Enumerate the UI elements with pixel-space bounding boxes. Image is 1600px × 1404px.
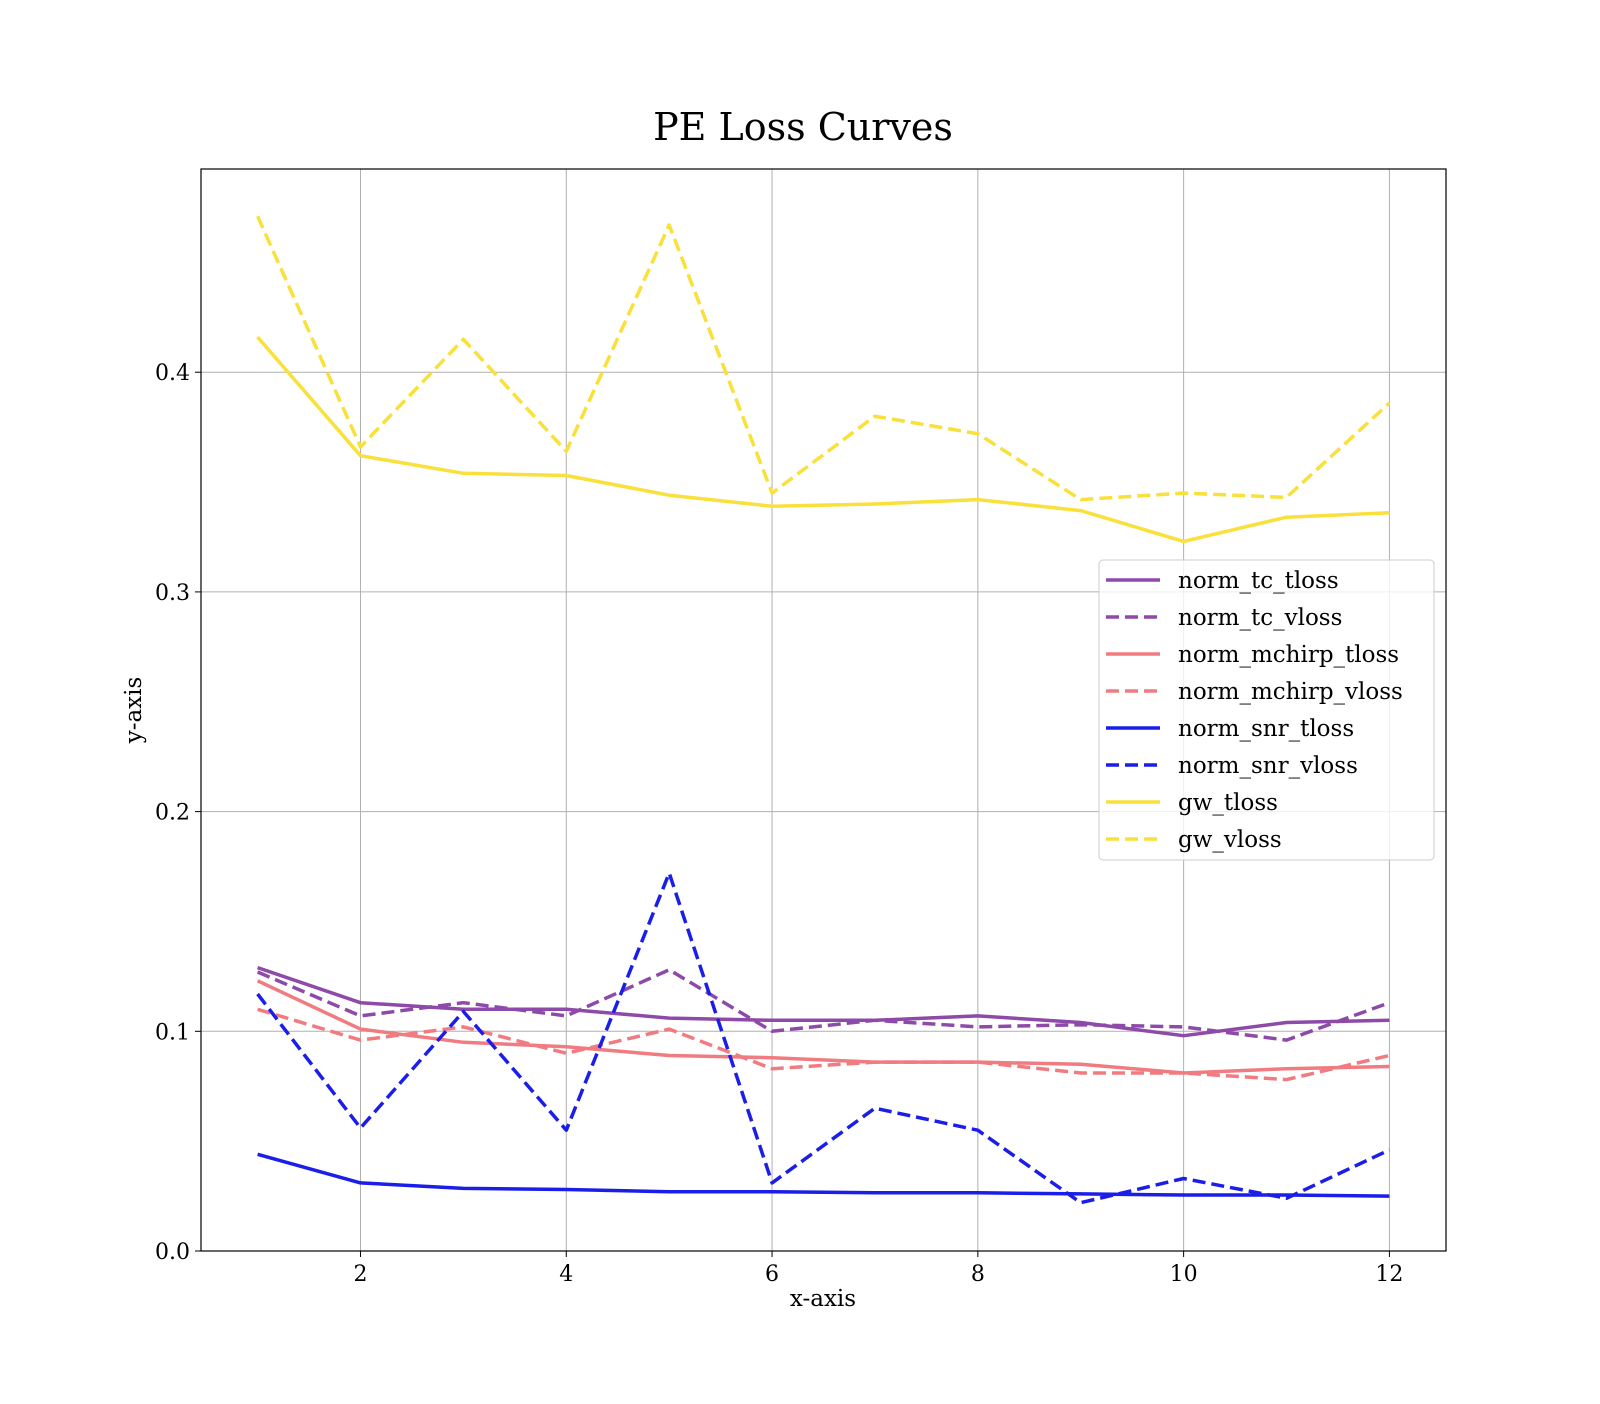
y-ticks: 0.0 0.1 0.2 0.3 0.4 bbox=[155, 361, 201, 1265]
x-tick-label: 4 bbox=[559, 1262, 573, 1287]
legend-label: norm_snr_tloss bbox=[1178, 716, 1354, 742]
legend-label: norm_mchirp_tloss bbox=[1178, 642, 1399, 668]
legend-label: norm_snr_vloss bbox=[1178, 753, 1358, 779]
x-tick-label: 6 bbox=[765, 1262, 779, 1287]
series-line-norm-tc-vloss bbox=[256, 968, 1390, 1042]
series-line-norm-snr-vloss bbox=[256, 871, 1391, 1205]
legend-label: norm_tc_tloss bbox=[1178, 568, 1339, 594]
y-axis-label: y-axis bbox=[121, 677, 147, 745]
axes-frame bbox=[200, 168, 1447, 1252]
x-axis-label: x-axis bbox=[790, 1286, 856, 1312]
series-lines bbox=[256, 215, 1391, 1205]
series-line-norm-mchirp-tloss bbox=[256, 979, 1390, 1075]
y-tick-label: 0.1 bbox=[155, 1020, 190, 1045]
x-tick-label: 8 bbox=[971, 1262, 985, 1287]
legend-label: gw_tloss bbox=[1178, 790, 1278, 816]
legend-label: gw_vloss bbox=[1178, 827, 1282, 853]
y-tick-label: 0.2 bbox=[155, 801, 190, 826]
y-tick-label: 0.4 bbox=[155, 361, 190, 386]
chart-title: PE Loss Curves bbox=[653, 105, 953, 149]
series-line-norm-tc-tloss bbox=[257, 965, 1390, 1038]
series-line-gw-vloss bbox=[256, 215, 1391, 502]
y-tick-label: 0.0 bbox=[155, 1240, 190, 1265]
x-tick-label: 10 bbox=[1170, 1262, 1198, 1287]
series-line-norm-mchirp-vloss bbox=[257, 1007, 1390, 1082]
legend: norm_tc_tloss norm_tc_vloss norm_mchirp_tl… bbox=[1098, 559, 1435, 861]
y-tick-label: 0.3 bbox=[155, 581, 190, 606]
legend-label: norm_mchirp_vloss bbox=[1178, 679, 1403, 705]
x-tick-label: 2 bbox=[353, 1262, 367, 1287]
series-line-norm-snr-tloss bbox=[257, 1152, 1390, 1198]
x-ticks: 2 4 6 8 10 12 bbox=[353, 1251, 1403, 1287]
x-tick-label: 12 bbox=[1375, 1262, 1403, 1287]
legend-label: norm_tc_vloss bbox=[1178, 605, 1342, 631]
legend-box bbox=[1098, 559, 1435, 861]
series-line-gw-tloss bbox=[256, 335, 1390, 544]
